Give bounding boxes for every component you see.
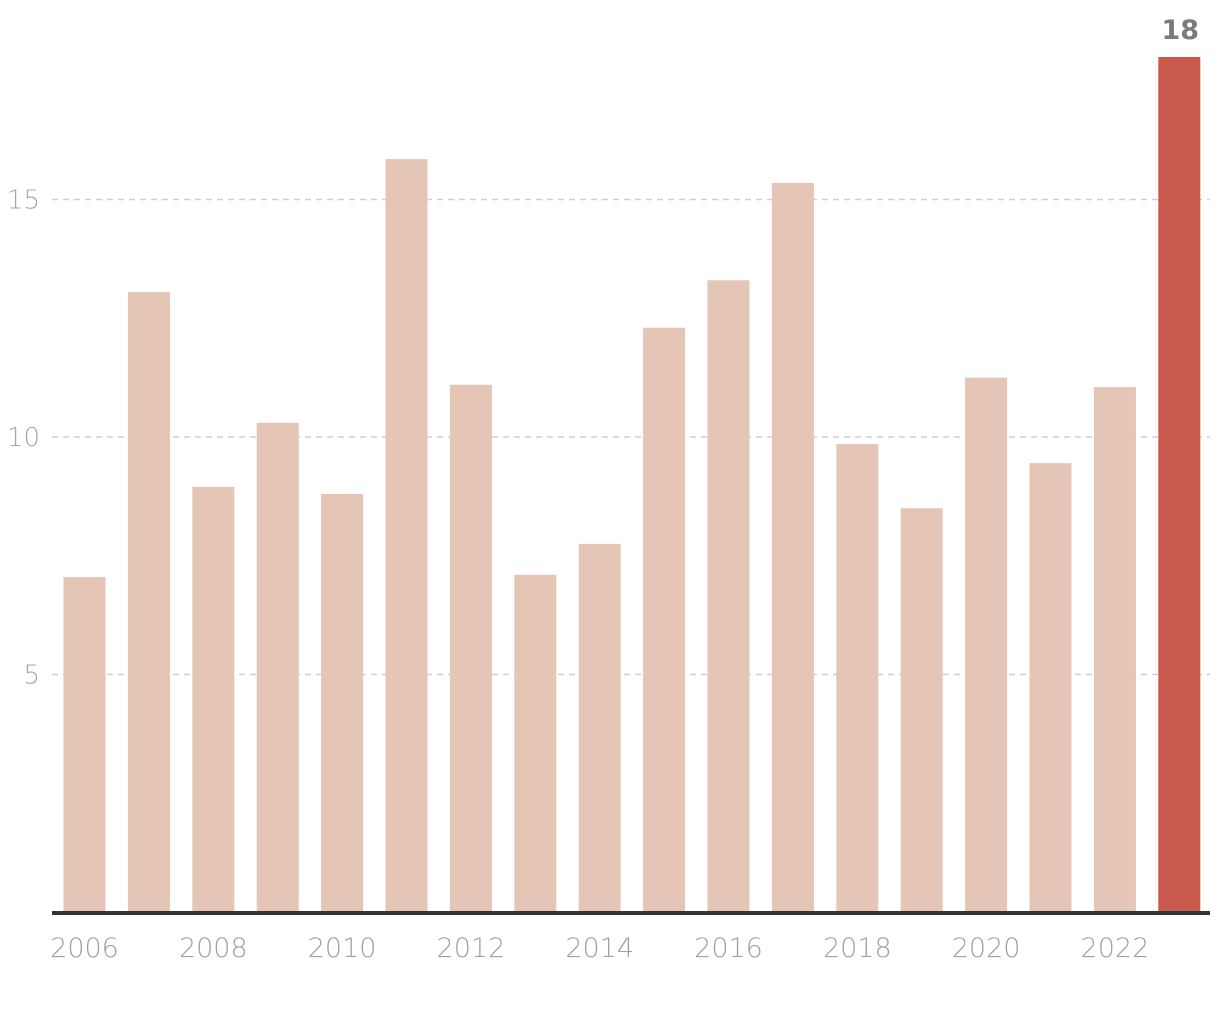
- y-tick-label-10: 10: [7, 423, 40, 453]
- bar-2013: [514, 574, 557, 912]
- bar-2010: [321, 494, 364, 912]
- bar-2011: [385, 159, 428, 912]
- y-axis-tick-labels: 5 10 15: [7, 186, 40, 691]
- bar-2012: [449, 384, 492, 912]
- bar-2018: [836, 444, 879, 912]
- bar-2023: [1158, 57, 1201, 912]
- highlight-bar-value-label: 18: [1162, 15, 1200, 46]
- x-tick-label-2022: 2022: [1081, 933, 1150, 964]
- x-axis-tick-labels: 2006 2008 2010 2012 2014 2016 2018 2020 2022: [50, 933, 1149, 964]
- bar-2022: [1093, 387, 1136, 912]
- bar-2009: [256, 422, 299, 912]
- x-tick-label-2010: 2010: [308, 933, 377, 964]
- bar-2014: [578, 543, 621, 912]
- bar-2008: [192, 486, 235, 912]
- gridlines: [52, 198, 1210, 676]
- y-tick-label-15: 15: [7, 186, 40, 216]
- x-tick-label-2016: 2016: [694, 933, 763, 964]
- x-tick-label-2020: 2020: [952, 933, 1021, 964]
- y-tick-label-5: 5: [23, 661, 40, 691]
- x-tick-label-2008: 2008: [179, 933, 248, 964]
- x-tick-label-2006: 2006: [50, 933, 119, 964]
- bar-2020: [965, 377, 1008, 912]
- bar-2015: [643, 327, 686, 912]
- x-tick-label-2014: 2014: [565, 933, 634, 964]
- bar-2007: [127, 292, 170, 912]
- x-tick-label-2018: 2018: [823, 933, 892, 964]
- bar-2021: [1029, 463, 1072, 912]
- bar-2019: [900, 508, 943, 912]
- bar-2016: [707, 280, 750, 912]
- x-tick-label-2012: 2012: [437, 933, 506, 964]
- bar-2006: [63, 577, 106, 912]
- bar-2017: [771, 182, 814, 912]
- bars: [63, 57, 1201, 912]
